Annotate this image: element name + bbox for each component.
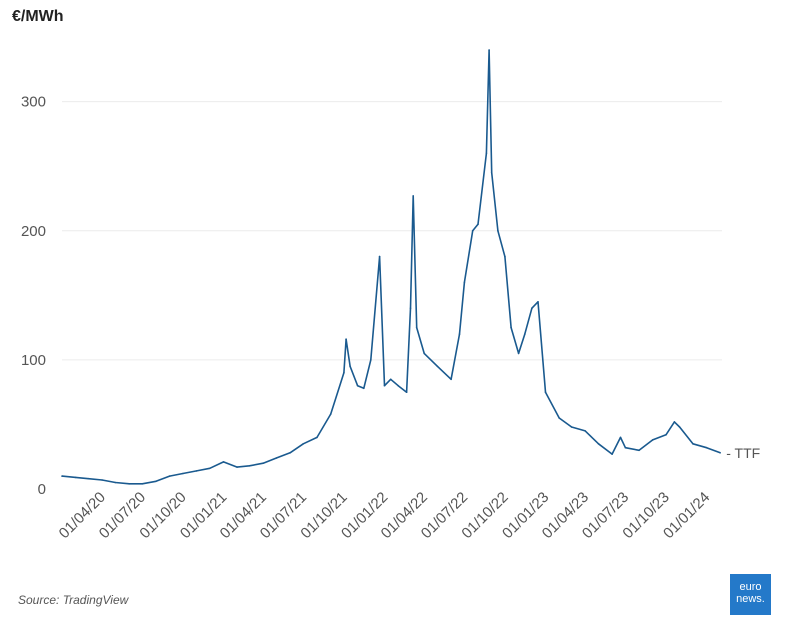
data-point [182, 472, 184, 475]
data-point [128, 483, 130, 485]
data-point [248, 465, 251, 467]
data-point [497, 230, 499, 232]
data-point [673, 421, 676, 423]
data-point [524, 333, 526, 335]
data-point [383, 384, 386, 387]
data-point [477, 223, 479, 226]
data-point [378, 255, 381, 258]
data-point [638, 449, 640, 452]
y-tick-label: 300 [21, 94, 46, 111]
data-point [289, 452, 291, 454]
data-point [558, 417, 560, 419]
source-note: Source: TradingView [18, 593, 129, 607]
data-point [544, 391, 547, 394]
data-point [619, 436, 622, 439]
x-axis-ticks: 01/04/2001/07/2001/10/2001/01/2101/04/21… [56, 489, 714, 542]
grid-lines [62, 101, 722, 361]
series-label-ttf: - TTF [726, 445, 760, 461]
data-point [209, 467, 211, 470]
data-point [624, 446, 627, 449]
data-point [488, 49, 490, 51]
data-point [345, 338, 347, 341]
data-point [141, 483, 144, 485]
data-point [74, 476, 77, 479]
data-point [236, 466, 238, 468]
data-point [458, 333, 461, 335]
data-point [436, 365, 439, 368]
data-point [195, 470, 198, 472]
data-point [349, 365, 351, 368]
data-point [490, 171, 493, 174]
data-point [329, 413, 332, 415]
data-point [275, 457, 278, 459]
series-layer: - TTF [61, 49, 760, 485]
data-point [343, 372, 345, 374]
data-point [61, 475, 63, 477]
data-point [415, 326, 418, 329]
data-point [370, 359, 372, 361]
logo-line-1: euro [739, 581, 762, 593]
data-point [485, 152, 488, 155]
data-point [651, 439, 654, 441]
data-point [356, 384, 359, 387]
data-point [397, 384, 400, 387]
y-tick-label: 0 [38, 481, 46, 498]
data-point [537, 301, 539, 303]
data-point [531, 307, 533, 310]
data-point [517, 352, 520, 355]
data-point [168, 475, 171, 477]
data-point [611, 453, 613, 455]
euronews-logo: euro news. [730, 574, 771, 615]
data-point [423, 352, 426, 355]
data-point [463, 281, 466, 284]
data-point [101, 479, 103, 481]
y-axis-unit-label: €/MWh [12, 8, 64, 25]
logo-line-2: news. [736, 593, 765, 605]
data-point [584, 430, 586, 432]
data-point [222, 461, 225, 463]
data-point [597, 443, 600, 445]
data-point [262, 462, 265, 465]
data-point [471, 230, 474, 232]
series-line-ttf [61, 49, 721, 485]
data-point [316, 436, 318, 439]
data-point [510, 326, 512, 329]
data-point [705, 446, 708, 449]
data-point [114, 481, 117, 484]
data-point [389, 378, 392, 381]
data-point [302, 443, 305, 445]
data-point [155, 480, 157, 483]
data-point [504, 255, 506, 258]
data-point [87, 477, 90, 480]
data-point [363, 387, 365, 390]
data-point [719, 452, 721, 454]
y-axis-ticks: 0 100 200 300 [21, 94, 46, 498]
data-point [412, 195, 415, 197]
data-point [678, 426, 681, 428]
data-point [409, 307, 412, 310]
data-point [405, 391, 408, 394]
data-point [570, 426, 573, 428]
y-tick-label: 100 [21, 352, 46, 369]
data-point [450, 378, 452, 381]
data-point [665, 434, 667, 436]
y-tick-label: 200 [21, 223, 46, 240]
data-point [692, 443, 694, 445]
